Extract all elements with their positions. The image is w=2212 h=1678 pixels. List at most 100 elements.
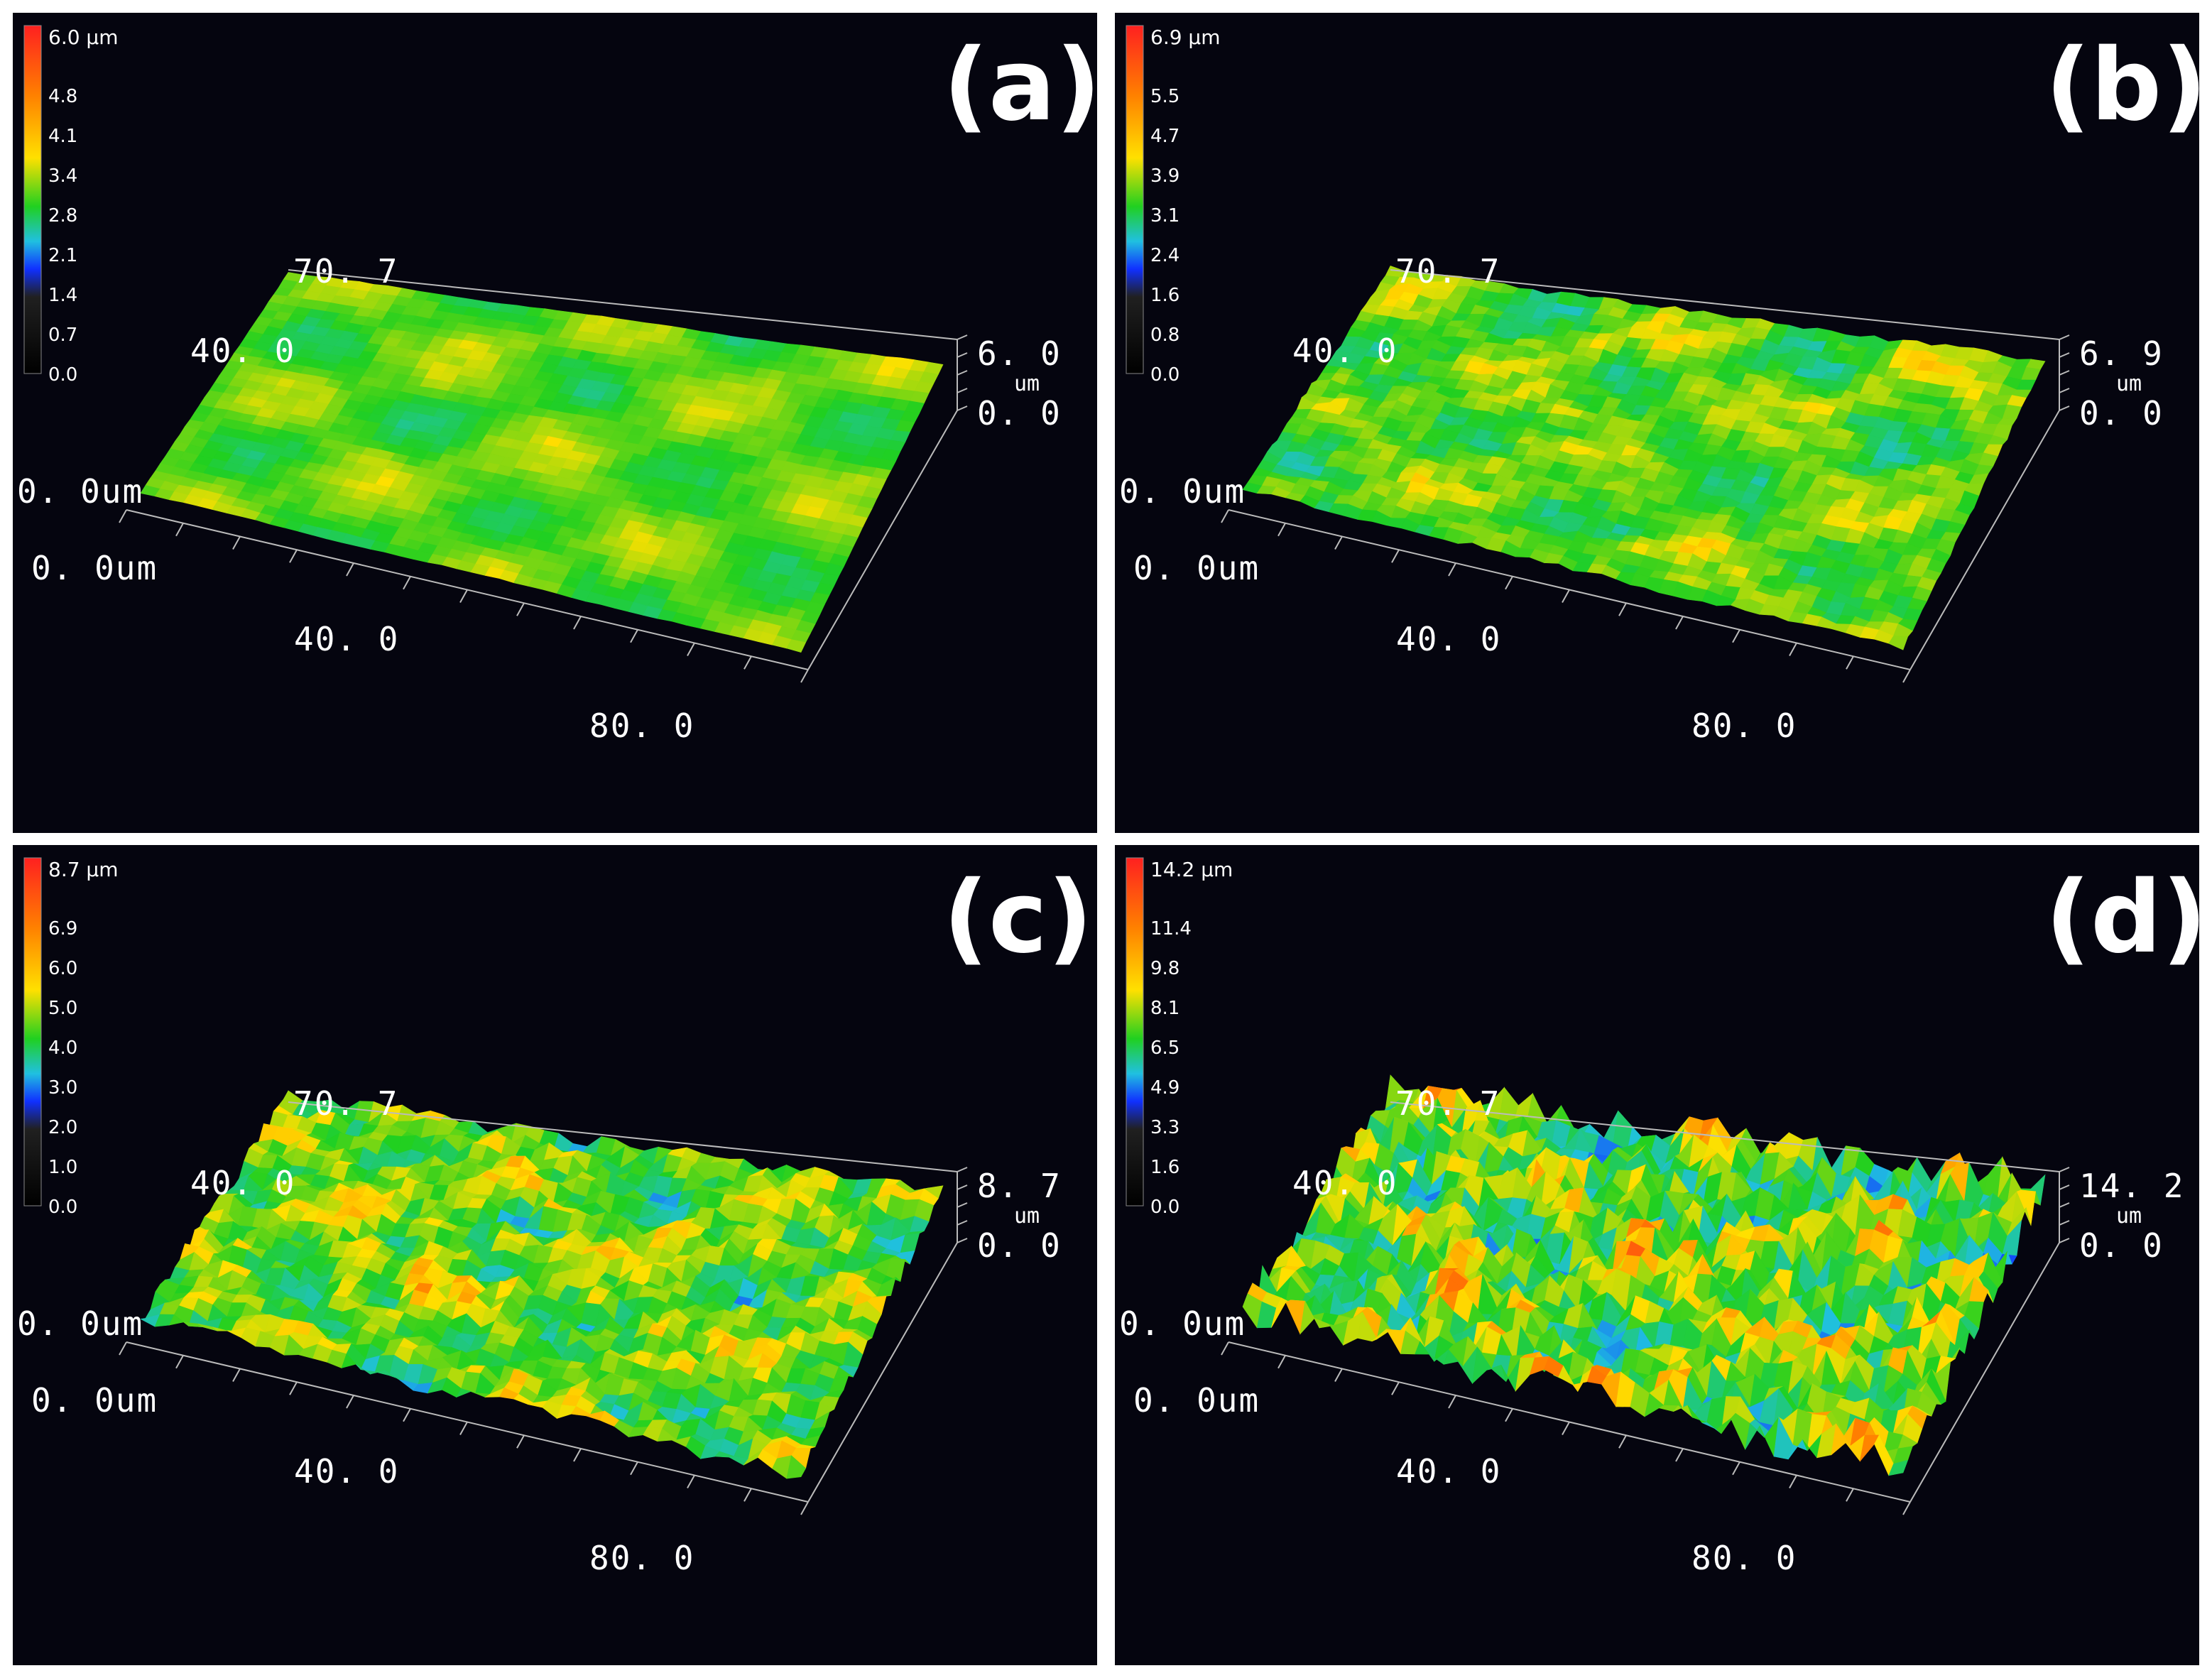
axis-line [1505,576,1513,590]
colorbar-tick: 0.0 [48,1197,77,1218]
axis-line [807,410,958,670]
surface-plot [1242,1074,2046,1476]
axis-line [175,1355,184,1369]
axis-line [957,1238,968,1243]
axis-line [957,334,968,340]
z-axis-unit-label: um [1014,1204,1040,1228]
axis-line [573,616,582,630]
panel-d: 14.2 µm 11.4 9.8 8.1 6.5 4.9 3.3 1.6 0.0… [1115,845,2199,1665]
axis-line [687,643,695,656]
colorbar-tick: 3.4 [48,165,77,187]
z-axis-max-label: 6. 0 [977,334,1062,373]
colorbar-tick: 2.1 [48,245,77,266]
z-axis-unit-label: um [1014,371,1040,396]
colorbar-top-label: 6.0 µm [48,26,119,49]
y-axis-mid-label: 40. 0 [1292,332,1398,370]
colorbar-top-label: 6.9 µm [1150,26,1221,49]
axis-line [1448,562,1456,577]
axis-line [2059,405,2070,411]
axis-line [1846,655,1854,670]
surface-plot [1242,265,2046,650]
axis-lines [119,1101,968,1515]
axis-line [573,1448,582,1462]
axis-line [687,1475,695,1488]
surface-facet [786,1455,807,1479]
colorbar [1126,25,1144,374]
colorbar-tick: 9.8 [1150,958,1179,979]
axis-line [2059,370,2070,376]
axis-line [288,269,958,340]
colorbar-tick: 0.0 [1150,1197,1179,1218]
colorbar-tick: 1.6 [1150,285,1179,306]
colorbar-tick: 1.0 [48,1157,77,1178]
colorbar-ticks: 4.8 4.1 3.4 2.8 2.1 1.4 0.7 0.0 [48,86,77,386]
axis-line [403,1408,411,1422]
colorbar-tick: 4.1 [48,126,77,147]
colorbar-tick: 4.8 [48,86,77,107]
axis-line [807,1242,958,1503]
colorbar-tick: 3.9 [1150,165,1179,187]
surface-plot [140,1090,944,1479]
axis-line [459,1422,468,1435]
colorbar-ticks: 6.9 6.0 5.0 4.0 3.0 2.0 1.0 0.0 [48,918,77,1218]
x-axis-origin-label: 0. 0um [1133,549,1260,587]
axis-line [2059,334,2070,340]
panel-a: 6.0 µm 4.8 4.1 3.4 2.8 2.1 1.4 0.7 0.0 (… [13,13,1097,833]
surface-facet [786,639,807,653]
axis-line [289,549,298,563]
axis-line [957,405,968,411]
axis-line [119,1341,127,1356]
y-axis-origin-label: 0. 0um [1119,472,1246,511]
x-axis-mid-label: 40. 0 [294,1452,399,1491]
colorbar-tick: 0.0 [48,364,77,386]
colorbar-tick: 1.4 [48,285,77,306]
axis-line [459,589,468,603]
axis-line [630,629,638,643]
panel-c-svg: 8.7 µm 6.9 6.0 5.0 4.0 3.0 2.0 1.0 0.0 (… [17,857,1093,1577]
axis-line [957,1220,968,1226]
x-axis-max-label: 80. 0 [589,1539,694,1577]
axis-line [957,1184,968,1190]
axis-line [403,576,411,590]
colorbar-top-label: 8.7 µm [48,858,119,881]
y-axis-mid-label: 40. 0 [190,1164,295,1202]
x-axis-mid-label: 40. 0 [1396,620,1501,658]
panel-letter: (b) [2045,28,2199,143]
colorbar-tick: 6.0 [48,958,77,979]
axis-line [1909,410,2060,670]
panel-a-svg: 6.0 µm 4.8 4.1 3.4 2.8 2.1 1.4 0.7 0.0 (… [17,25,1097,745]
axis-line [800,669,809,683]
panel-b: 6.9 µm 5.5 4.7 3.9 3.1 2.4 1.6 0.8 0.0 (… [1115,13,2199,833]
axis-line [232,536,241,550]
axis-line [1618,602,1627,616]
colorbar-tick: 0.7 [48,325,77,346]
axis-line [119,509,127,523]
colorbar-tick: 0.0 [1150,364,1179,386]
z-axis-unit-label: um [2116,371,2142,396]
axis-line [1390,269,2060,340]
colorbar-tick: 11.4 [1150,918,1192,939]
axis-line [1562,589,1570,603]
panel-b-svg: 6.9 µm 5.5 4.7 3.9 3.1 2.4 1.6 0.8 0.0 (… [1119,25,2199,745]
axis-line [516,1434,525,1449]
y-axis-max-label: 70. 7 [293,1084,398,1123]
x-axis-origin-label: 0. 0um [31,549,158,587]
y-axis-max-label: 70. 7 [293,252,398,290]
axis-line [957,352,968,358]
z-axis-max-label: 8. 7 [977,1167,1062,1205]
axis-line [957,1202,968,1208]
panel-c: 8.7 µm 6.9 6.0 5.0 4.0 3.0 2.0 1.0 0.0 (… [13,845,1097,1665]
axis-line [2059,388,2070,393]
colorbar-tick: 4.0 [48,1037,77,1059]
z-axis-max-label: 6. 9 [2079,334,2164,373]
axis-line [957,388,968,393]
surface-facet [1888,636,1909,650]
colorbar-tick: 8.1 [1150,998,1179,1019]
axis-line [2059,352,2070,358]
colorbar-ticks: 11.4 9.8 8.1 6.5 4.9 3.3 1.6 0.0 [1150,918,1192,1218]
x-axis-origin-label: 0. 0um [31,1381,158,1420]
axis-line [1391,549,1400,563]
colorbar-ticks: 5.5 4.7 3.9 3.1 2.4 1.6 0.8 0.0 [1150,86,1179,386]
colorbar-tick: 3.1 [1150,205,1179,227]
